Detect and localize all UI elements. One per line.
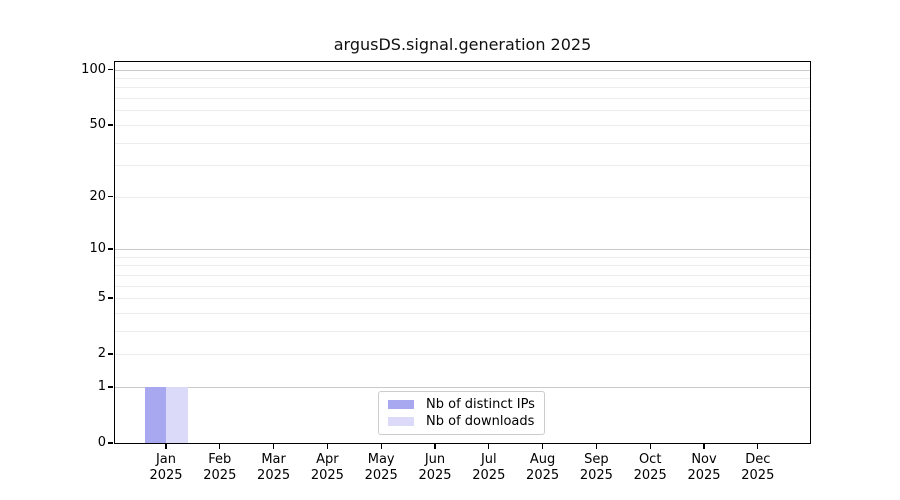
x-tick-label-line: 2025 [687,468,721,483]
legend-label-downloads: Nb of downloads [426,414,535,429]
y-tick-mark [108,297,114,299]
x-tick-label: Jan 2025 [134,452,198,484]
y-tick-label: 50 [89,116,106,132]
x-tick-mark [649,443,651,449]
y-tick-label: 5 [97,290,106,306]
x-tick-label-line: 2025 [203,468,237,483]
minor-gridline [115,256,810,258]
bar-nb-of-downloads [166,386,188,443]
x-tick-label-line: Jan [155,452,177,467]
y-tick-mark [108,386,114,388]
y-tick-mark [108,124,114,126]
minor-gridline [115,87,810,89]
x-tick-label: May 2025 [349,452,413,484]
y-tick-mark [108,442,114,444]
minor-gridline [115,78,810,80]
x-tick-label: Aug 2025 [511,452,575,484]
minor-gridline [115,265,810,267]
minor-gridline [115,124,810,126]
x-tick-mark [219,443,221,449]
x-tick-label: Mar 2025 [242,452,306,484]
x-tick-mark [488,443,490,449]
legend-label-distinct-ips: Nb of distinct IPs [426,397,535,412]
legend-swatch-distinct-ips [388,400,414,409]
x-tick-label: Oct 2025 [618,452,682,484]
x-tick-mark [326,443,329,449]
x-tick-label-line: 2025 [418,468,452,483]
minor-gridline [115,165,810,167]
x-tick-mark [757,443,759,449]
x-tick-mark [434,443,436,449]
y-tick-label: 10 [89,241,106,256]
x-tick-label-line: Jun [424,452,446,467]
minor-gridline [115,196,810,198]
x-tick-label: Nov 2025 [672,452,736,484]
y-tick-label: 100 [81,61,106,77]
major-gridline [115,69,810,71]
minor-gridline [115,312,810,314]
x-tick-label-line: 2025 [310,468,344,483]
x-tick-label-line: Aug [529,452,556,467]
legend-swatch-downloads [388,417,414,426]
x-tick-label-line: 2025 [472,468,506,483]
minor-gridline [115,330,810,332]
x-tick-label-line: Sep [584,452,609,467]
minor-gridline [115,354,810,356]
x-tick-label-line: Nov [691,452,717,467]
x-tick-label: Dec 2025 [726,452,790,484]
y-tick-mark [108,353,114,355]
x-tick-mark [380,443,382,449]
y-tick-mark [108,195,114,198]
major-gridline [115,249,810,250]
legend-entry-downloads: Nb of downloads [388,413,535,430]
x-tick-mark [703,443,705,449]
minor-gridline [115,142,810,144]
x-tick-label-line: 2025 [526,468,560,483]
x-tick-label-line: Dec [745,452,771,467]
x-tick-label-line: Oct [638,452,662,467]
x-tick-label-line: May [367,452,395,467]
x-tick-label-line: 2025 [149,468,183,483]
x-tick-mark [541,443,544,449]
major-gridline [115,386,810,388]
minor-gridline [115,298,810,300]
x-tick-label-line: 2025 [579,468,613,483]
x-tick-label: Feb 2025 [188,452,252,484]
y-tick-label: 20 [89,188,106,204]
x-tick-mark [595,443,598,449]
x-tick-label-line: 2025 [257,468,291,483]
x-tick-label-line: Mar [261,452,286,467]
x-tick-mark [272,443,275,449]
x-tick-label-line: 2025 [364,468,398,483]
chart-title: argusDS.signal.generation 2025 [333,35,592,54]
y-tick-label: 1 [97,378,106,394]
bar-nb-of-distinct-ips [144,386,166,443]
x-tick-label: Jul 2025 [457,452,521,484]
y-tick-mark [108,68,114,71]
legend-entry-distinct-ips: Nb of distinct IPs [388,396,535,413]
x-tick-label: Jun 2025 [403,452,467,484]
x-tick-label-line: 2025 [633,468,667,483]
y-tick-mark [108,248,114,250]
y-tick-label: 2 [97,346,106,362]
legend: Nb of distinct IPs Nb of downloads [378,391,545,435]
x-tick-label: Sep 2025 [564,452,628,484]
y-tick-label: 0 [97,435,106,450]
x-tick-label-line: Apr [316,452,339,467]
minor-gridline [115,98,810,100]
minor-gridline [115,285,810,287]
minor-gridline [115,110,810,112]
plot-area: 0 1 2 5 10 20 50 100 Jan 2025 Feb 2025 Mar 2025 Apr 202… [81,61,811,483]
x-tick-label: Apr 2025 [295,452,359,484]
x-tick-mark [165,443,167,449]
x-tick-label-line: 2025 [741,468,775,483]
minor-gridline [115,274,810,276]
x-tick-label-line: Feb [208,452,232,467]
x-tick-label-line: Jul [480,452,497,467]
